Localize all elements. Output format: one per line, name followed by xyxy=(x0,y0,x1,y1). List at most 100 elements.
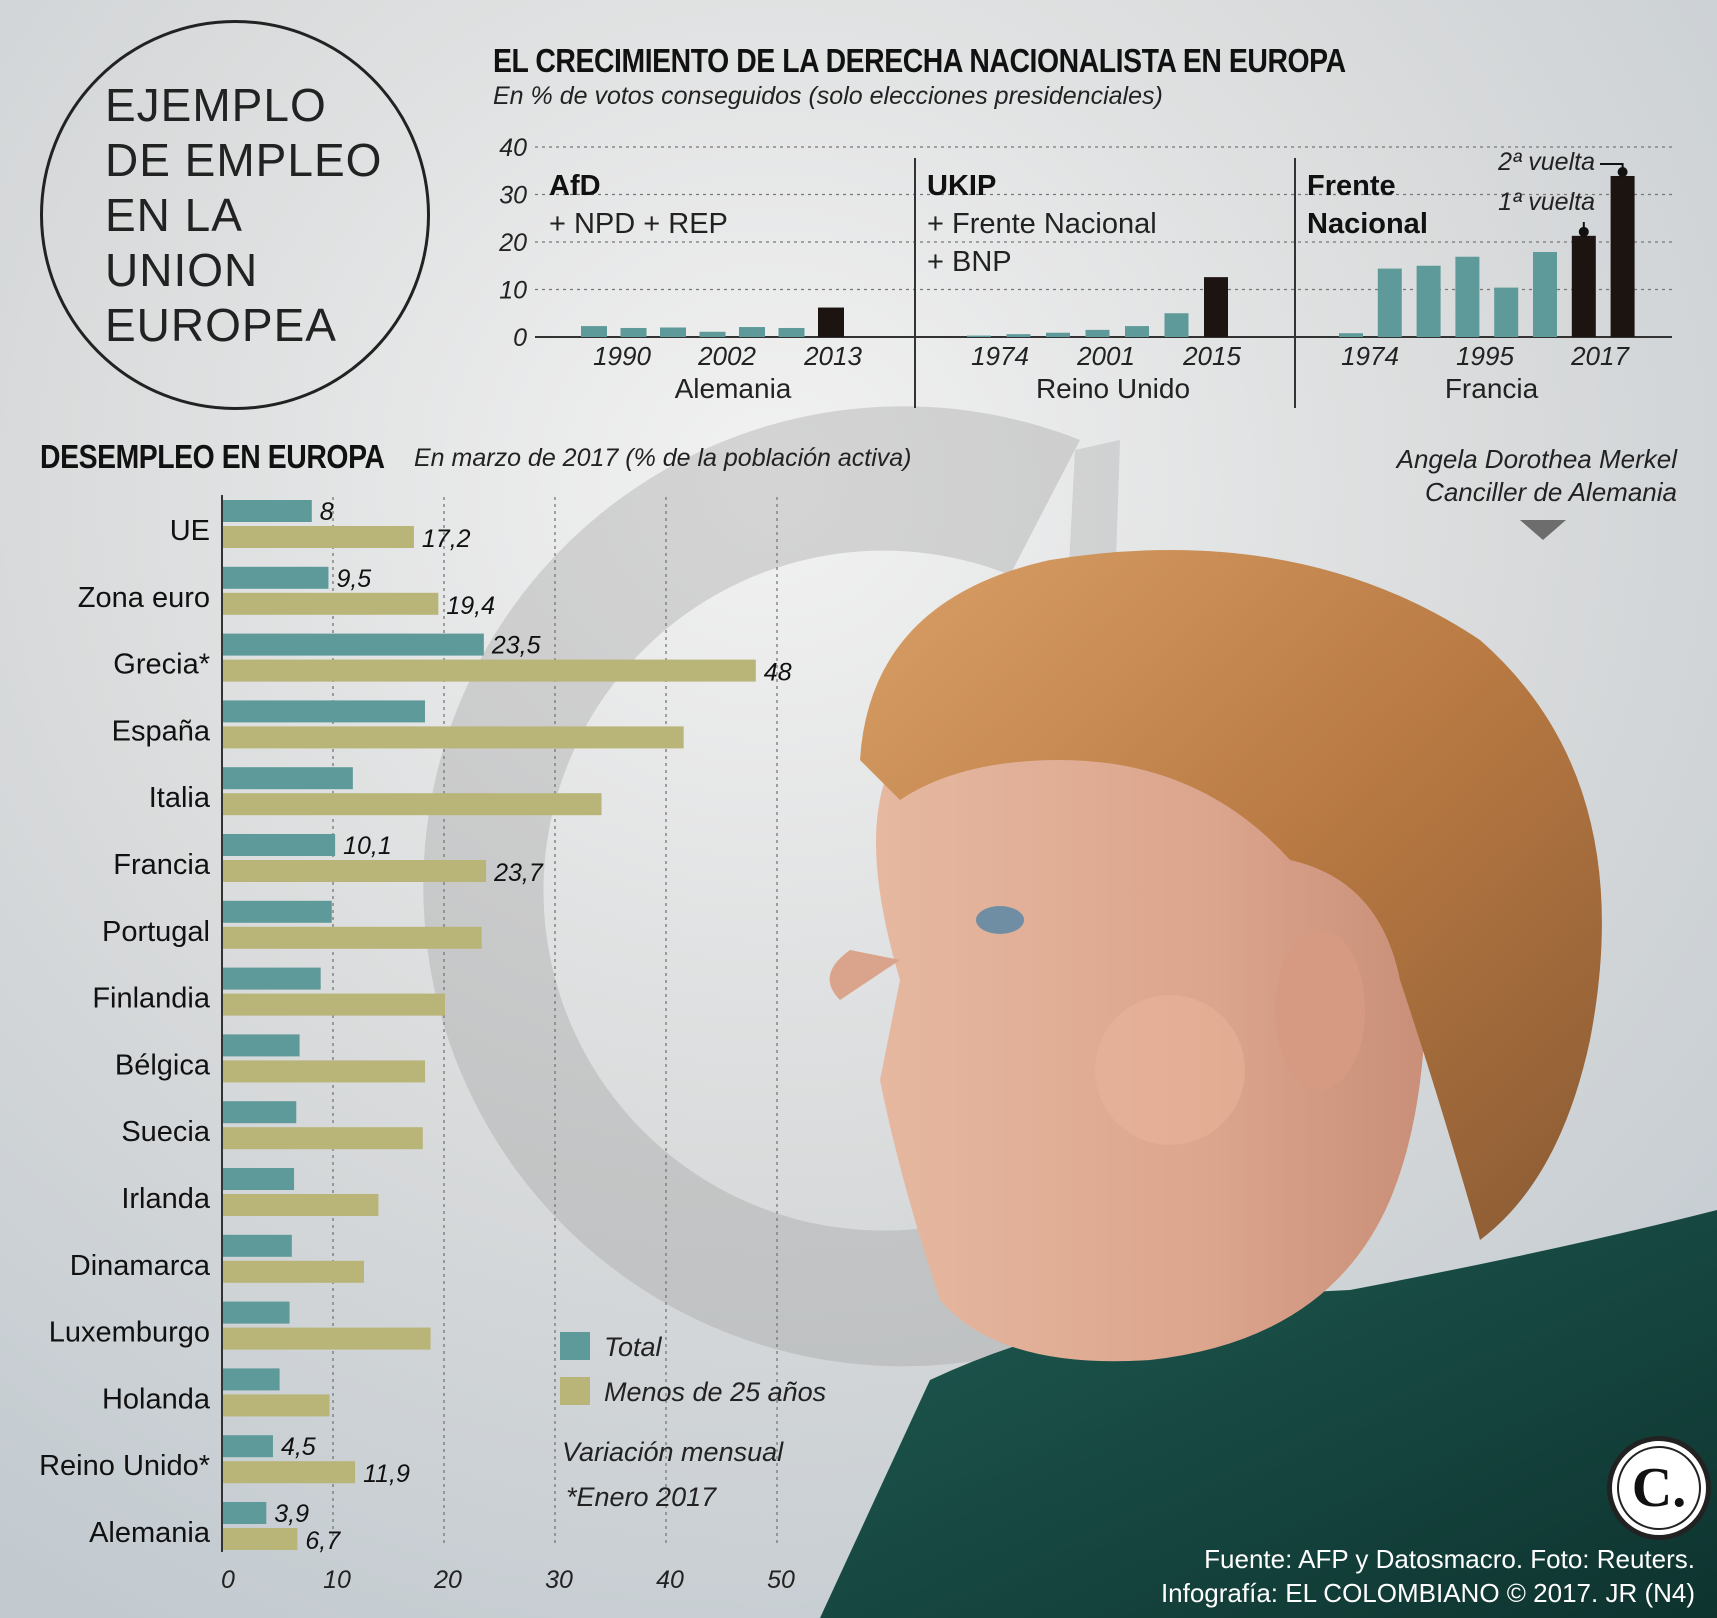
unemployment-category-label: UE xyxy=(170,515,210,547)
unemployment-x-tick: 0 xyxy=(221,1566,235,1594)
legend-swatch-total xyxy=(560,1332,590,1360)
logo-letter: C. xyxy=(1617,1446,1701,1530)
elections-bar xyxy=(1046,332,1070,337)
annotation-dot xyxy=(1617,166,1628,177)
unemployment-x-tick: 10 xyxy=(323,1566,351,1594)
elections-y-tick: 20 xyxy=(498,229,527,257)
legend-label-youth: Menos de 25 años xyxy=(604,1377,826,1407)
unemployment-value-total: 4,5 xyxy=(281,1433,316,1461)
elections-bar xyxy=(739,327,765,337)
unemployment-category-label: Portugal xyxy=(102,916,210,948)
unemployment-bar-youth xyxy=(223,1461,356,1484)
unemployment-category-label: Dinamarca xyxy=(70,1250,211,1282)
unemployment-bar-total xyxy=(223,1034,300,1057)
unemployment-x-tick: 20 xyxy=(433,1566,462,1594)
elections-y-tick: 10 xyxy=(499,277,527,305)
unemployment-value-total: 8 xyxy=(320,498,334,526)
unemployment-value-total: 23,5 xyxy=(491,632,541,660)
elections-party-name: UKIP xyxy=(927,170,996,202)
caption-arrow-icon xyxy=(1520,520,1566,540)
unemployment-value-total: 3,9 xyxy=(274,1500,309,1528)
unemployment-category-label: Holanda xyxy=(102,1383,211,1415)
elections-bar xyxy=(1571,235,1596,337)
unemployment-bar-total xyxy=(223,900,332,923)
elections-bar xyxy=(778,327,805,337)
credits-source: Fuente: AFP y Datosmacro. Foto: Reuters. xyxy=(1204,1544,1695,1574)
el-colombiano-logo: C. xyxy=(1607,1436,1711,1540)
unemployment-value-youth: 19,4 xyxy=(446,592,495,620)
unemployment-chart-subtitle: En marzo de 2017 (% de la población acti… xyxy=(414,444,912,472)
unemployment-bar-total xyxy=(223,500,312,522)
credits: Fuente: AFP y Datosmacro. Foto: Reuters.… xyxy=(1161,1542,1695,1610)
unemployment-bar-youth xyxy=(223,1060,426,1083)
note-monthly-variation: Variación mensual xyxy=(562,1437,784,1467)
unemployment-bar-total xyxy=(223,1301,290,1324)
unemployment-bar-youth xyxy=(223,926,482,949)
unemployment-x-tick: 40 xyxy=(656,1566,684,1594)
unemployment-value-youth: 6,7 xyxy=(305,1527,341,1555)
unemployment-bar-total xyxy=(223,834,336,856)
elections-y-tick: 30 xyxy=(499,182,527,210)
elections-party-extra: + NPD + REP xyxy=(549,208,728,240)
unemployment-category-label: Reino Unido* xyxy=(39,1450,210,1482)
elections-bar xyxy=(581,326,607,337)
elections-year-label: 1995 xyxy=(1456,341,1514,371)
elections-bar xyxy=(1610,175,1635,337)
unemployment-value-youth: 48 xyxy=(764,659,792,687)
elections-party-extra: + BNP xyxy=(927,246,1012,278)
photo-caption: Angela Dorothea Merkel Canciller de Alem… xyxy=(1397,443,1677,509)
unemployment-bar-total xyxy=(223,633,484,656)
unemployment-bar-youth xyxy=(223,1327,431,1350)
unemployment-value-total: 9,5 xyxy=(336,565,371,593)
elections-bar xyxy=(620,327,647,337)
elections-year-label: 2001 xyxy=(1076,341,1135,371)
unemployment-value-youth: 11,9 xyxy=(363,1460,410,1488)
title-circle: EJEMPLO DE EMPLEO EN LA UNION EUROPEA xyxy=(40,20,430,410)
annotation-first-round: 1ª vuelta xyxy=(1498,188,1595,216)
elections-country-label: Reino Unido xyxy=(1036,373,1190,404)
unemployment-bar-total xyxy=(223,1101,297,1124)
unemployment-bar-youth xyxy=(223,1194,379,1216)
elections-chart: 0 10 20 30 40 1990 2002 2013 Alemania AfD + NPD + … xyxy=(498,134,1672,408)
unemployment-category-label: Alemania xyxy=(89,1517,211,1549)
elections-bar xyxy=(660,327,686,337)
elections-year-label: 1974 xyxy=(1341,341,1399,371)
legend-label-total: Total xyxy=(604,1332,663,1362)
unemployment-x-tick: 50 xyxy=(767,1566,795,1594)
elections-year-label: 2017 xyxy=(1570,341,1630,371)
elections-year-label: 1990 xyxy=(593,341,651,371)
elections-bar xyxy=(1006,334,1031,337)
elections-party-name: Frente xyxy=(1307,170,1396,202)
unemployment-bar-youth xyxy=(223,526,414,548)
elections-bar xyxy=(1164,313,1189,337)
photo-caption-name: Angela Dorothea Merkel xyxy=(1396,444,1677,474)
unemployment-category-label: Suecia xyxy=(121,1116,211,1148)
unemployment-bar-youth xyxy=(223,726,684,749)
elections-bar xyxy=(1533,251,1557,337)
unemployment-bar-youth xyxy=(223,860,487,882)
unemployment-category-label: Grecia* xyxy=(113,649,210,681)
unemployment-category-label: Bélgica xyxy=(115,1049,211,1081)
unemployment-category-label: Italia xyxy=(149,782,211,814)
unemployment-bar-total xyxy=(223,967,321,990)
unemployment-bar-total xyxy=(223,1502,267,1524)
elections-country-label: Francia xyxy=(1445,373,1539,404)
unemployment-bar-total xyxy=(223,1435,273,1458)
unemployment-bar-youth xyxy=(223,592,439,615)
unemployment-category-label: Luxemburgo xyxy=(49,1317,210,1349)
unemployment-bar-total xyxy=(223,1368,280,1391)
unemployment-category-label: Francia xyxy=(113,849,211,881)
unemployment-category-label: España xyxy=(112,715,211,747)
annotation-second-round: 2ª vuelta xyxy=(1497,148,1595,176)
unemployment-bar-total xyxy=(223,700,426,723)
elections-bar xyxy=(1339,333,1363,337)
unemployment-bar-total xyxy=(223,1234,292,1257)
annotation-dot xyxy=(1578,226,1589,237)
unemployment-value-youth: 23,7 xyxy=(493,859,544,887)
elections-bar xyxy=(1085,329,1110,337)
unemployment-bar-total xyxy=(223,767,353,790)
elections-bar xyxy=(1416,265,1441,337)
elections-year-label: 2013 xyxy=(803,341,862,371)
